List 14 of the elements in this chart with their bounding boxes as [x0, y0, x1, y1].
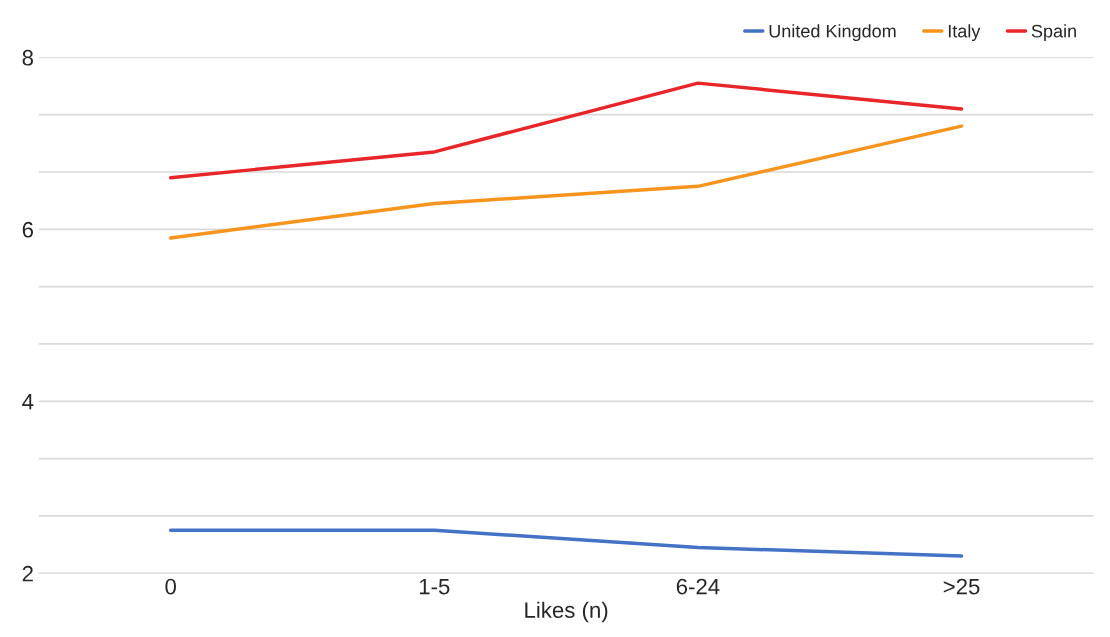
y-tick-label: 8	[22, 49, 34, 66]
y-tick-label: 2	[22, 565, 33, 582]
legend-label: Spain	[1031, 24, 1076, 42]
line-series	[168, 81, 964, 180]
x-tick-label: 6-24	[676, 578, 720, 595]
x-axis-title: Likes (n)	[525, 601, 608, 623]
y-tick-label: 4	[22, 394, 34, 410]
legend-label: United Kingdom	[769, 24, 896, 42]
line-series	[168, 124, 964, 240]
y-tick-label: 6	[22, 221, 34, 238]
legend-label: Italy	[948, 24, 981, 42]
x-tick-label: 1-5	[419, 578, 450, 595]
x-tick-label: 0	[165, 578, 176, 595]
x-tick-label: >25	[943, 578, 980, 595]
